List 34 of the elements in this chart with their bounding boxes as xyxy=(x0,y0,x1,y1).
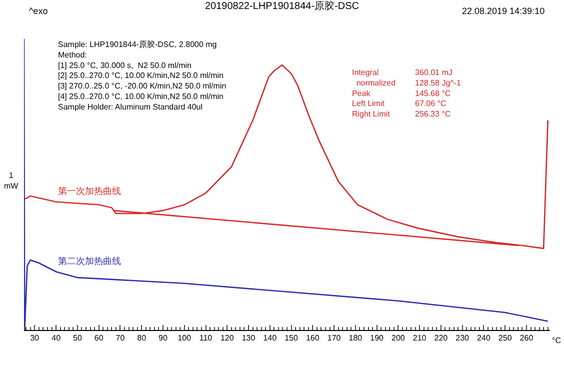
annotation: Integral normalized Peak Left Limit Right Limit xyxy=(352,68,396,119)
series-label: 第一次加热曲线 xyxy=(58,186,121,196)
x-tick-label: 240 xyxy=(477,334,491,343)
x-tick-label: 120 xyxy=(220,334,234,343)
x-tick-label: 80 xyxy=(137,334,147,343)
x-axis-title: °C xyxy=(552,336,562,345)
x-tick-label: 140 xyxy=(263,334,278,343)
x-tick-label: 230 xyxy=(456,334,470,343)
x-tick-label: 200 xyxy=(392,334,406,343)
series-label: 第二次加热曲线 xyxy=(58,256,121,266)
x-tick-label: 30 xyxy=(30,334,40,343)
annotation: Sample: LHP1901844-原胶-DSC, 2.8000 mg Method: [1] 25.0 °C, 30.000 s, N2 50.0 ml/min [2] 25.0..270.0 °C, 10.00 K/min,N2 50.0 ml/min [3] 270.0..25.0 °C, -20.00 K/min,N2 50.0 ml/min [4] 25.0..270.0 °C, 10.00 K/min,N2 50.0 ml/min Sample Holder: Aluminum Standard 40ul xyxy=(58,40,226,112)
x-tick-label: 90 xyxy=(158,334,168,343)
x-tick-label: 110 xyxy=(199,334,213,343)
x-tick-label: 40 xyxy=(52,334,62,343)
x-tick-label: 150 xyxy=(284,334,298,343)
text: ^exo xyxy=(29,6,48,16)
x-tick-label: 190 xyxy=(370,334,384,343)
x-tick-label: 250 xyxy=(498,334,512,343)
annotation: 360.01 mJ 128.58 Jg^-1 145.68 °C 67.06 °C 256.33 °C xyxy=(415,68,462,119)
x-tick-label: 220 xyxy=(434,334,448,343)
x-tick-label: 50 xyxy=(73,334,82,343)
chart-title: 20190822-LHP1901844-原胶-DSC xyxy=(205,0,359,12)
y-axis-title: 1 mW xyxy=(4,171,19,190)
x-tick-label: 180 xyxy=(348,334,363,343)
x-tick-label: 260 xyxy=(520,334,534,343)
x-tick-label: 100 xyxy=(178,334,192,343)
text: 22.08.2019 14:39:10 xyxy=(462,6,545,16)
x-tick-label: 160 xyxy=(306,334,320,343)
x-tick-label: 210 xyxy=(412,334,427,343)
x-tick-label: 130 xyxy=(242,334,256,343)
x-tick-label: 60 xyxy=(94,334,104,343)
x-tick-label: 170 xyxy=(327,334,342,343)
x-tick-label: 70 xyxy=(116,334,126,343)
